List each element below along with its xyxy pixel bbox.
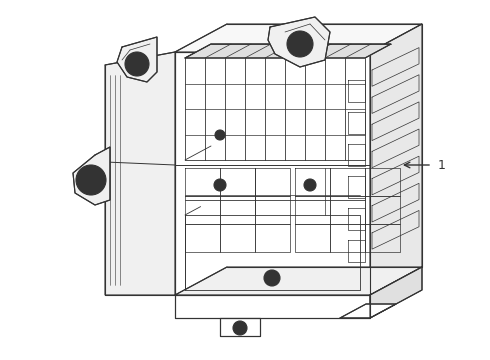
- Polygon shape: [370, 24, 422, 295]
- Circle shape: [304, 179, 316, 191]
- Circle shape: [76, 165, 106, 195]
- Polygon shape: [370, 267, 422, 318]
- Polygon shape: [175, 24, 422, 52]
- Circle shape: [233, 321, 247, 335]
- Polygon shape: [268, 17, 330, 67]
- Polygon shape: [175, 52, 370, 295]
- Polygon shape: [220, 318, 260, 336]
- Circle shape: [264, 270, 280, 286]
- Polygon shape: [105, 52, 175, 295]
- Circle shape: [125, 52, 149, 76]
- Polygon shape: [185, 44, 391, 58]
- Polygon shape: [340, 304, 396, 318]
- Circle shape: [287, 31, 313, 57]
- Polygon shape: [175, 267, 422, 295]
- Text: 1: 1: [438, 158, 446, 171]
- Polygon shape: [73, 147, 110, 205]
- Circle shape: [214, 179, 226, 191]
- Polygon shape: [117, 37, 157, 82]
- Polygon shape: [175, 295, 370, 318]
- Circle shape: [215, 130, 225, 140]
